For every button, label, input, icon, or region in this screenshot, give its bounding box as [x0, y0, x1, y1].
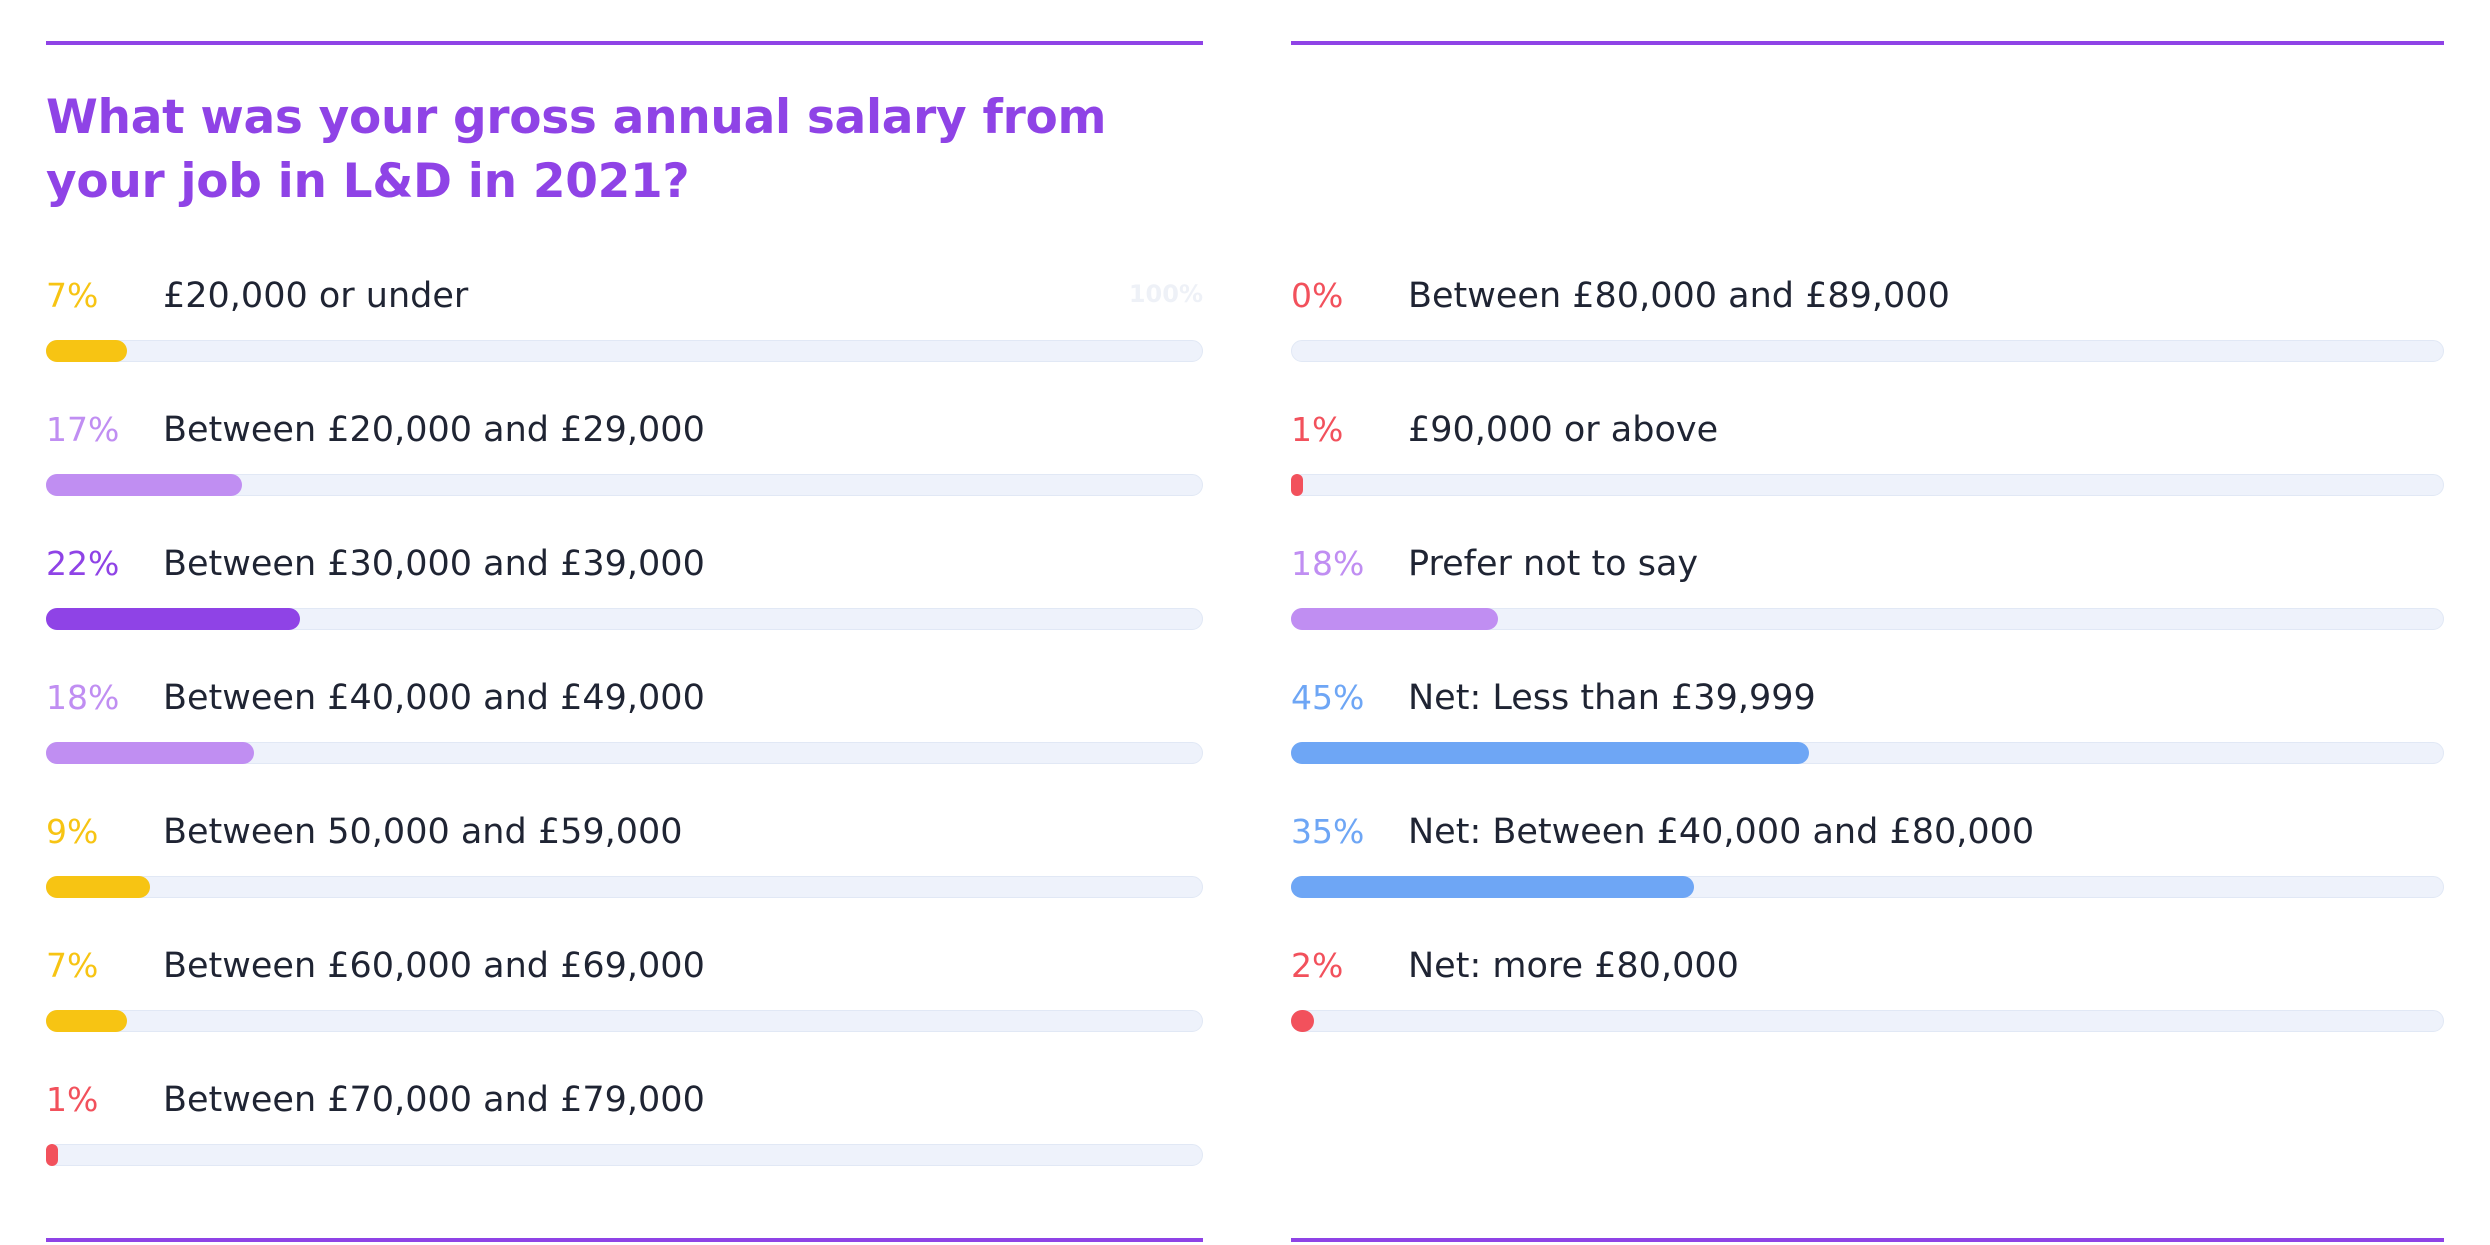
value-label: 18% — [46, 678, 120, 717]
bar-fill — [1291, 876, 1694, 898]
value-label: 18% — [1291, 544, 1365, 583]
category-label: Between £30,000 and £39,000 — [163, 544, 705, 584]
bar-track — [1291, 876, 2444, 898]
bar-row: 2% Net: more £80,000 — [1291, 944, 2444, 1078]
bar-fill — [46, 474, 243, 496]
value-label: 7% — [46, 276, 99, 315]
bar-row: 17% Between £20,000 and £29,000 — [46, 408, 1203, 542]
value-label: 9% — [46, 812, 99, 851]
category-label: £20,000 or under — [163, 276, 469, 316]
bar-track — [46, 876, 1203, 898]
bar-row: 7% Between £60,000 and £69,000 — [46, 944, 1203, 1078]
bar-row: 1% Between £70,000 and £79,000 — [46, 1078, 1203, 1212]
bar-track — [1291, 742, 2444, 764]
bar-track — [1291, 608, 2444, 630]
top-rule-left — [46, 41, 1203, 45]
category-label: Net: more £80,000 — [1408, 946, 1739, 986]
category-label: Between £70,000 and £79,000 — [163, 1080, 705, 1120]
bar-row: 0% Between £80,000 and £89,000 — [1291, 274, 2444, 408]
value-label: 0% — [1291, 276, 1344, 315]
bar-track — [1291, 1010, 2444, 1032]
bar-fill — [1291, 608, 1499, 630]
bar-row: 18% Between £40,000 and £49,000 — [46, 676, 1203, 810]
category-label: Between £80,000 and £89,000 — [1408, 276, 1950, 316]
value-label: 35% — [1291, 812, 1365, 851]
category-label: Net: Between £40,000 and £80,000 — [1408, 812, 2035, 852]
bar-fill — [1291, 742, 1809, 764]
top-rule-right — [1291, 41, 2444, 45]
bar-fill — [46, 1144, 58, 1166]
scale-max-label: 100% — [1128, 280, 1203, 308]
bar-column-left: 100% 7% £20,000 or under 17% Between £20,00… — [46, 274, 1203, 1212]
category-label: Net: Less than £39,999 — [1408, 678, 1816, 718]
bar-row: 7% £20,000 or under — [46, 274, 1203, 408]
bar-fill — [46, 1010, 127, 1032]
bar-fill — [46, 876, 150, 898]
value-label: 1% — [46, 1080, 99, 1119]
category-label: Prefer not to say — [1408, 544, 1699, 584]
bar-fill — [1291, 474, 1303, 496]
bar-fill — [46, 340, 127, 362]
category-label: Between £40,000 and £49,000 — [163, 678, 705, 718]
bar-track — [46, 474, 1203, 496]
category-label: Between £20,000 and £29,000 — [163, 410, 705, 450]
bar-column-right: 0% Between £80,000 and £89,000 1% £90,000 o… — [1291, 274, 2444, 1078]
bar-row: 1% £90,000 or above — [1291, 408, 2444, 542]
bar-fill — [46, 608, 301, 630]
bar-track — [1291, 474, 2444, 496]
bar-track — [1291, 340, 2444, 362]
chart-title: What was your gross annual salary from y… — [46, 90, 1107, 209]
value-label: 7% — [46, 946, 99, 985]
value-label: 22% — [46, 544, 120, 583]
bar-track — [46, 1144, 1203, 1166]
value-label: 2% — [1291, 946, 1344, 985]
category-label: Between £60,000 and £69,000 — [163, 946, 705, 986]
bar-row: 9% Between 50,000 and £59,000 — [46, 810, 1203, 944]
bar-fill — [1291, 1010, 1315, 1032]
value-label: 1% — [1291, 410, 1344, 449]
bar-row: 35% Net: Between £40,000 and £80,000 — [1291, 810, 2444, 944]
bottom-rule-right — [1291, 1238, 2444, 1242]
category-label: Between 50,000 and £59,000 — [163, 812, 683, 852]
bar-fill — [46, 742, 254, 764]
bottom-rule-left — [46, 1238, 1203, 1242]
bar-row: 18% Prefer not to say — [1291, 542, 2444, 676]
category-label: £90,000 or above — [1408, 410, 1719, 450]
bar-row: 45% Net: Less than £39,999 — [1291, 676, 2444, 810]
value-label: 17% — [46, 410, 120, 449]
bar-track — [46, 340, 1203, 362]
bar-track — [46, 608, 1203, 630]
bar-track — [46, 1010, 1203, 1032]
value-label: 45% — [1291, 678, 1365, 717]
bar-row: 22% Between £30,000 and £39,000 — [46, 542, 1203, 676]
bar-track — [46, 742, 1203, 764]
